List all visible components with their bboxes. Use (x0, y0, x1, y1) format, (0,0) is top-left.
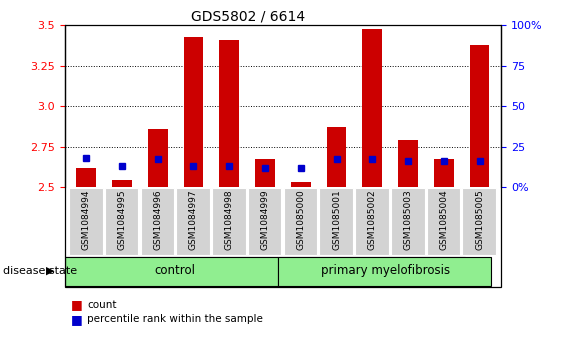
Text: GSM1085002: GSM1085002 (368, 189, 377, 250)
Bar (148, 129, 168, 187)
FancyBboxPatch shape (462, 188, 496, 255)
Text: GDS5802 / 6614: GDS5802 / 6614 (191, 9, 305, 23)
Text: GSM1085001: GSM1085001 (332, 189, 341, 250)
Text: ▶: ▶ (46, 266, 55, 276)
FancyBboxPatch shape (65, 257, 278, 286)
Text: GSM1084999: GSM1084999 (261, 189, 270, 250)
Bar (327, 127, 346, 187)
Text: percentile rank within the sample: percentile rank within the sample (87, 314, 263, 325)
Bar (220, 40, 239, 187)
Text: GSM1084995: GSM1084995 (118, 189, 127, 250)
Bar (291, 182, 311, 187)
FancyBboxPatch shape (427, 188, 461, 255)
Text: GSM1084998: GSM1084998 (225, 189, 234, 250)
Text: ■: ■ (70, 313, 82, 326)
Text: primary myelofibrosis: primary myelofibrosis (321, 264, 450, 277)
FancyBboxPatch shape (176, 188, 210, 255)
Bar (398, 140, 418, 187)
FancyBboxPatch shape (355, 188, 389, 255)
Text: ■: ■ (70, 298, 82, 311)
Bar (184, 37, 203, 187)
Text: control: control (154, 264, 195, 277)
Bar (363, 29, 382, 187)
Text: GSM1084996: GSM1084996 (153, 189, 162, 250)
Text: GSM1085000: GSM1085000 (296, 189, 305, 250)
FancyBboxPatch shape (141, 188, 174, 255)
FancyBboxPatch shape (278, 257, 491, 286)
Bar (77, 168, 96, 187)
Text: disease state: disease state (3, 266, 77, 276)
Text: GSM1085003: GSM1085003 (404, 189, 413, 250)
FancyBboxPatch shape (319, 188, 353, 255)
FancyBboxPatch shape (391, 188, 425, 255)
Text: GSM1084994: GSM1084994 (82, 189, 91, 249)
Bar (255, 159, 275, 187)
Text: GSM1085005: GSM1085005 (475, 189, 484, 250)
FancyBboxPatch shape (212, 188, 245, 255)
FancyBboxPatch shape (69, 188, 102, 255)
FancyBboxPatch shape (248, 188, 282, 255)
Bar (112, 180, 132, 187)
FancyBboxPatch shape (284, 188, 317, 255)
Bar (434, 159, 454, 187)
Text: GSM1085004: GSM1085004 (439, 189, 448, 250)
FancyBboxPatch shape (105, 188, 138, 255)
Bar (470, 45, 489, 187)
Text: count: count (87, 300, 117, 310)
Text: GSM1084997: GSM1084997 (189, 189, 198, 250)
